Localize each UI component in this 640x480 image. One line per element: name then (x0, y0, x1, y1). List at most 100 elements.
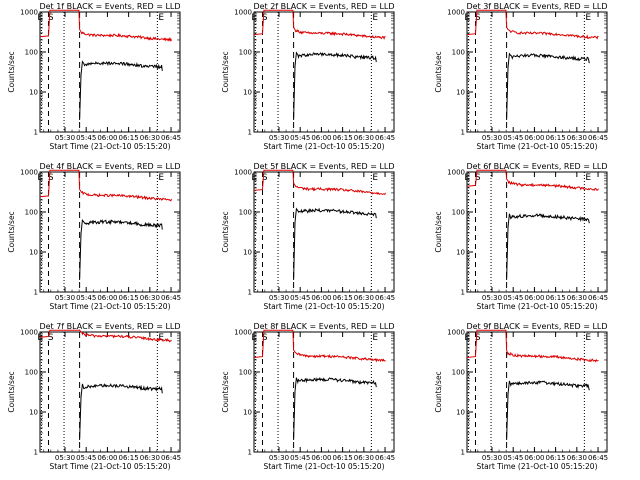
y-tick-label: 10 (243, 409, 252, 417)
x-tick-label: 06:45 (375, 134, 395, 142)
y-tick-label: 1 (461, 289, 465, 297)
y-tick-label: 1000 (234, 329, 252, 337)
series-lld-line (466, 9, 599, 40)
y-tick-label: 1 (248, 449, 252, 457)
panel-title: Det 1f BLACK = Events, RED = LLD (39, 2, 180, 11)
x-tick-label: 06:45 (588, 454, 608, 462)
x-tick-label: 06:30 (354, 294, 374, 302)
panel-title: Det 7f BLACK = Events, RED = LLD (39, 322, 180, 331)
x-tick-label: 06:30 (567, 294, 587, 302)
y-tick-label: 10 (456, 249, 465, 257)
panel-9: Det 9f BLACK = Events, RED = LLD 1 10 100 10… (434, 322, 608, 471)
x-tick-label: 06:30 (567, 134, 587, 142)
y-tick-label: 100 (239, 49, 252, 57)
y-tick-label: 10 (29, 409, 38, 417)
marker-label-e-end: E (158, 333, 164, 343)
marker-label-e-end: E (372, 13, 378, 23)
y-tick-label: 1000 (234, 169, 252, 177)
series-lld-line (253, 169, 386, 196)
x-axis-label: Start Time (21-Oct-10 05:15:20) (263, 142, 384, 151)
x-tick-label: 06:00 (311, 134, 331, 142)
y-tick-label: 10 (243, 249, 252, 257)
y-tick-label: 1 (34, 449, 38, 457)
y-tick-label: 1 (461, 129, 465, 137)
x-tick-label: 05:45 (290, 454, 310, 462)
x-tick-label: 05:30 (55, 134, 75, 142)
x-tick-label: 05:45 (290, 294, 310, 302)
x-tick-label: 06:45 (588, 294, 608, 302)
x-tick-label: 05:30 (269, 454, 289, 462)
marker-label-s: S (48, 333, 54, 343)
series-events-line (293, 207, 377, 281)
series-lld-line (39, 329, 172, 343)
x-tick-label: 05:45 (503, 134, 523, 142)
y-tick-label: 1000 (447, 9, 465, 17)
marker-label-e-start: E (37, 13, 43, 23)
y-tick-label: 1 (461, 449, 465, 457)
y-axis-label: Counts/sec (221, 211, 230, 252)
series-lld-line (466, 169, 599, 191)
plot-frame (253, 11, 395, 133)
marker-label-e-start: E (464, 333, 470, 343)
y-tick-label: 100 (25, 369, 38, 377)
marker-label-e-start: E (251, 13, 257, 23)
x-axis-label: Start Time (21-Oct-10 05:15:20) (263, 302, 384, 311)
y-tick-label: 10 (456, 89, 465, 97)
x-tick-label: 06:15 (333, 454, 353, 462)
y-axis-label: Counts/sec (221, 51, 230, 92)
plot-frame (253, 171, 395, 293)
marker-label-e-start: E (464, 13, 470, 23)
x-tick-label: 06:15 (119, 454, 139, 462)
x-tick-label: 06:15 (546, 454, 566, 462)
y-axis-label: Counts/sec (434, 51, 443, 92)
series-lld-line (39, 169, 172, 202)
marker-label-s: S (48, 173, 54, 183)
plot-frame (466, 171, 608, 293)
y-tick-label: 100 (452, 369, 465, 377)
x-tick-label: 05:45 (290, 134, 310, 142)
plot-frame (39, 171, 181, 293)
series-events-line (79, 218, 163, 281)
marker-label-e-end: E (158, 173, 164, 183)
x-tick-label: 06:30 (567, 454, 587, 462)
x-tick-label: 06:00 (524, 454, 544, 462)
x-tick-label: 06:30 (140, 294, 160, 302)
x-tick-label: 06:15 (546, 294, 566, 302)
series-events-line (506, 380, 590, 441)
x-tick-label: 06:00 (97, 454, 117, 462)
marker-label-e-end: E (585, 173, 591, 183)
marker-label-e-end: E (585, 333, 591, 343)
series-events-line (506, 213, 590, 281)
plot-frame (466, 331, 608, 453)
series-lld-line (253, 9, 386, 40)
marker-label-e-end: E (372, 333, 378, 343)
y-tick-label: 1000 (447, 169, 465, 177)
marker-label-e-start: E (251, 173, 257, 183)
y-tick-label: 1000 (20, 9, 38, 17)
y-tick-label: 1000 (20, 169, 38, 177)
x-tick-label: 06:45 (375, 454, 395, 462)
panel-6: Det 6f BLACK = Events, RED = LLD 1 10 100 10… (434, 162, 608, 311)
y-tick-label: 1000 (447, 329, 465, 337)
y-tick-label: 1 (248, 129, 252, 137)
y-tick-label: 100 (239, 369, 252, 377)
marker-label-s: S (262, 173, 268, 183)
y-tick-label: 1000 (234, 9, 252, 17)
marker-label-s: S (475, 173, 481, 183)
x-tick-label: 05:30 (269, 294, 289, 302)
marker-label-e-start: E (37, 173, 43, 183)
y-tick-label: 1 (34, 129, 38, 137)
x-tick-label: 06:30 (354, 454, 374, 462)
y-axis-label: Counts/sec (221, 371, 230, 412)
series-events-line (79, 60, 163, 121)
x-tick-label: 06:15 (119, 134, 139, 142)
y-tick-label: 100 (239, 209, 252, 217)
x-axis-label: Start Time (21-Oct-10 05:15:20) (49, 142, 170, 151)
marker-label-s: S (475, 13, 481, 23)
x-tick-label: 05:30 (482, 134, 502, 142)
marker-label-e-end: E (372, 173, 378, 183)
x-axis-label: Start Time (21-Oct-10 05:15:20) (476, 142, 597, 151)
x-tick-label: 06:15 (546, 134, 566, 142)
series-lld-line (39, 9, 172, 43)
